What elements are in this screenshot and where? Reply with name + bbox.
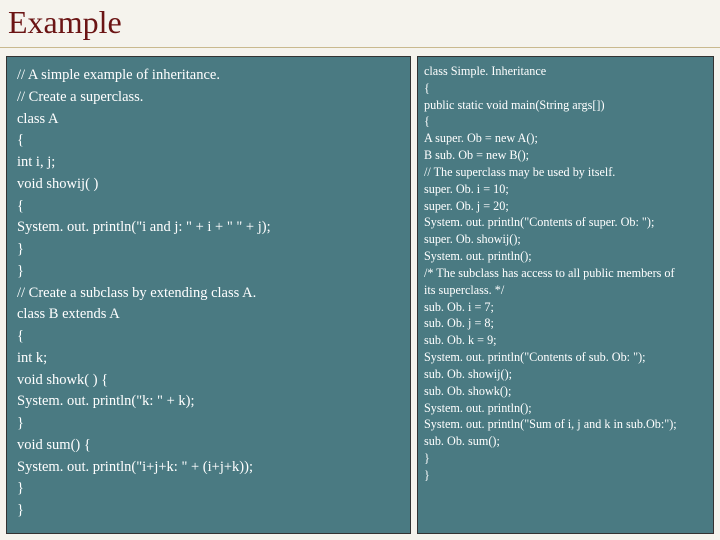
code-right-line: sub. Ob. j = 8; [424, 315, 707, 332]
code-left-line: // A simple example of inheritance. [17, 65, 400, 87]
code-right-line: super. Ob. showij(); [424, 231, 707, 248]
code-right-line: // The superclass may be used by itself. [424, 164, 707, 181]
code-left-line: void showij( ) [17, 174, 400, 196]
code-right-line: } [424, 467, 707, 484]
code-right-line: A super. Ob = new A(); [424, 130, 707, 147]
code-right-line: public static void main(String args[]) [424, 97, 707, 114]
code-right-line: sub. Ob. sum(); [424, 433, 707, 450]
code-left-line: void sum() { [17, 435, 400, 457]
code-left-line: { [17, 326, 400, 348]
code-left-line: void showk( ) { [17, 370, 400, 392]
code-right-line: System. out. println("Contents of super.… [424, 214, 707, 231]
code-right-line: { [424, 80, 707, 97]
code-left-line: int i, j; [17, 152, 400, 174]
code-right-line: super. Ob. j = 20; [424, 198, 707, 215]
code-right-line: System. out. println("Sum of i, j and k … [424, 416, 707, 433]
code-right-line: sub. Ob. k = 9; [424, 332, 707, 349]
slide: Example // A simple example of inheritan… [0, 0, 720, 540]
code-right-line: System. out. println(); [424, 248, 707, 265]
code-right-line: its superclass. */ [424, 282, 707, 299]
content-row: // A simple example of inheritance.// Cr… [0, 48, 720, 540]
code-left-line: { [17, 196, 400, 218]
code-left-line: } [17, 413, 400, 435]
code-left-line: } [17, 239, 400, 261]
code-left-line: System. out. println("i and j: " + i + "… [17, 217, 400, 239]
code-left-line: } [17, 500, 400, 522]
code-left-line: System. out. println("k: " + k); [17, 391, 400, 413]
slide-title: Example [0, 0, 720, 48]
code-left-line: } [17, 478, 400, 500]
code-right-line: { [424, 113, 707, 130]
code-block-left: // A simple example of inheritance.// Cr… [6, 56, 411, 534]
code-right-line: sub. Ob. i = 7; [424, 299, 707, 316]
code-right-line: sub. Ob. showij(); [424, 366, 707, 383]
code-right-line: super. Ob. i = 10; [424, 181, 707, 198]
code-right-line: System. out. println("Contents of sub. O… [424, 349, 707, 366]
code-right-line: sub. Ob. showk(); [424, 383, 707, 400]
code-left-line: class A [17, 109, 400, 131]
code-left-line: { [17, 130, 400, 152]
code-left-line: System. out. println("i+j+k: " + (i+j+k)… [17, 457, 400, 479]
code-left-line: class B extends A [17, 304, 400, 326]
code-right-line: System. out. println(); [424, 400, 707, 417]
code-left-line: // Create a superclass. [17, 87, 400, 109]
code-left-line: } [17, 261, 400, 283]
code-right-line: /* The subclass has access to all public… [424, 265, 707, 282]
code-right-line: B sub. Ob = new B(); [424, 147, 707, 164]
code-left-line: // Create a subclass by extending class … [17, 283, 400, 305]
code-right-line: } [424, 450, 707, 467]
code-left-line: int k; [17, 348, 400, 370]
code-right-line: class Simple. Inheritance [424, 63, 707, 80]
code-block-right: class Simple. Inheritance{public static … [417, 56, 714, 534]
